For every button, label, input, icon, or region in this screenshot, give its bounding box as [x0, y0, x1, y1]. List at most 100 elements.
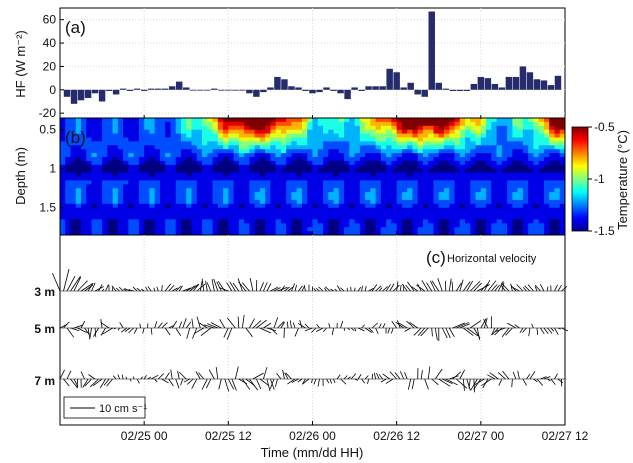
heatmap-cell: [60, 129, 66, 135]
heatmap-cell: [438, 133, 445, 139]
heatmap-cell: [270, 215, 277, 220]
heatmap-cell: [223, 184, 229, 189]
heatmap-cell: [144, 192, 151, 197]
heatmap-cell: [280, 192, 287, 197]
velocity-stick: [117, 327, 120, 331]
heatmap-cell: [370, 176, 377, 181]
heatmap-cell: [144, 164, 151, 170]
heatmap-cell: [386, 153, 393, 158]
heatmap-cell: [470, 172, 477, 178]
panel-a-ylabel: HF (W m⁻²): [13, 30, 28, 98]
heatmap-cell: [107, 184, 114, 189]
heatmap-cell: [65, 199, 72, 205]
velocity-stick: [234, 366, 239, 380]
heatmap-cell: [133, 227, 140, 232]
velocity-stick: [303, 285, 306, 292]
velocity-stick: [140, 376, 143, 380]
heatmap-cell: [180, 192, 187, 197]
heatmap-cell: [138, 137, 145, 142]
heatmap-cell: [233, 153, 240, 158]
velocity-stick: [382, 286, 388, 292]
heatmap-cell: [286, 176, 293, 181]
heatmap-cell: [60, 192, 66, 197]
heatmap-cell: [444, 160, 450, 166]
heatmap-cell: [86, 157, 93, 162]
velocity-stick: [442, 378, 453, 384]
heatmap-cell: [496, 157, 503, 162]
velocity-stick: [124, 288, 131, 292]
heatmap-cell: [154, 141, 161, 146]
heatmap-cell: [212, 184, 219, 189]
velocity-stick: [304, 327, 313, 332]
heatmap-cell: [207, 160, 214, 166]
heatmap-cell: [444, 203, 450, 209]
heatmap-cell: [112, 164, 119, 170]
heatmap-cell: [133, 203, 140, 209]
heatmap-cell: [265, 157, 272, 162]
heatmap-cell: [501, 184, 508, 189]
heatmap-cell: [244, 207, 250, 213]
heatmap-cell: [528, 149, 535, 154]
hf-bar: [161, 88, 169, 90]
heatmap-cell: [159, 133, 166, 139]
heatmap-cell: [486, 188, 492, 193]
heatmap-cell: [407, 176, 414, 181]
heatmap-cell: [149, 149, 156, 154]
heatmap-cell: [323, 207, 329, 213]
heatmap-cell: [233, 157, 240, 162]
heatmap-cell: [391, 188, 398, 193]
velocity-stick: [164, 283, 172, 292]
heatmap-cell: [554, 164, 561, 170]
heatmap-cell: [170, 160, 177, 166]
heatmap-cell: [159, 192, 166, 197]
heatmap-cell: [412, 157, 419, 162]
heatmap-cell: [543, 176, 550, 181]
heatmap-cell: [117, 157, 124, 162]
velocity-stick: [452, 371, 461, 380]
heatmap-cell: [96, 141, 103, 146]
heatmap-cell: [138, 168, 145, 174]
heatmap-cell: [401, 199, 408, 205]
heatmap-cell: [507, 118, 513, 123]
heatmap-cell: [280, 157, 287, 162]
heatmap-cell: [449, 157, 456, 162]
colorbar-label: Temperature (°C): [615, 130, 630, 230]
heatmap-cell: [207, 125, 214, 131]
heatmap-cell: [538, 160, 545, 166]
heatmap-cell: [202, 149, 208, 154]
heatmap-cell: [102, 121, 108, 127]
heatmap-cell: [401, 188, 408, 193]
heatmap-cell: [407, 168, 414, 174]
heatmap-cell: [170, 203, 177, 209]
velocity-stick: [180, 378, 184, 386]
heatmap-cell: [549, 211, 556, 217]
heatmap-cell: [207, 231, 214, 235]
heatmap-cell: [349, 215, 356, 220]
hf-bar: [540, 80, 548, 90]
heatmap-cell: [75, 227, 82, 232]
heatmap-cell: [501, 160, 508, 166]
heatmap-cell: [422, 211, 429, 217]
panel-b-ytick-label: 0.5: [39, 123, 56, 137]
heatmap-cell: [301, 149, 308, 154]
heatmap-cell: [91, 149, 98, 154]
heatmap-cell: [444, 141, 450, 146]
heatmap-cell: [407, 164, 414, 170]
heatmap-cell: [202, 145, 208, 150]
heatmap-cell: [212, 172, 219, 178]
heatmap-cell: [186, 141, 193, 146]
heatmap-cell: [354, 199, 361, 205]
heatmap-cell: [370, 196, 377, 201]
heatmap-cell: [238, 118, 245, 123]
velocity-stick: [431, 378, 439, 386]
heatmap-cell: [480, 219, 487, 224]
heatmap-cell: [417, 125, 424, 131]
heatmap-cell: [554, 203, 561, 209]
heatmap-cell: [60, 141, 66, 146]
heatmap-cell: [270, 207, 277, 213]
heatmap-cell: [233, 160, 240, 166]
heatmap-cell: [244, 223, 250, 228]
heatmap-cell: [438, 125, 445, 131]
heatmap-cell: [70, 137, 77, 142]
heatmap-cell: [65, 149, 72, 154]
